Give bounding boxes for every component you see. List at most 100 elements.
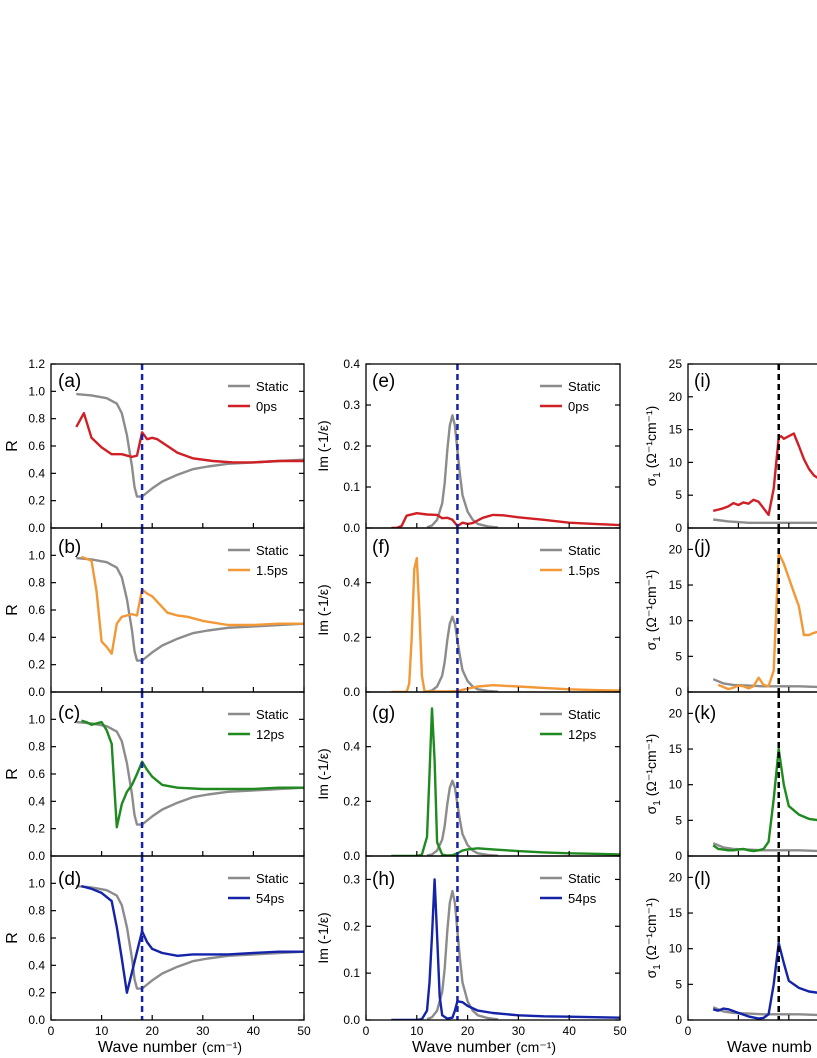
panel-a: (a) 0.0 0.2 0.4 0.6 0.8 1.0 1.2 Static 0ps R [4,357,305,535]
y-tick-label: 20 [669,870,683,884]
y-tick-label: 0.0 [343,685,360,699]
y-tick-label: 0.6 [28,767,45,781]
panel-l: (l) 05101520040σ1 (Ω⁻¹cm⁻¹) [643,855,817,1038]
y-tick-label: 0.0 [343,1013,360,1027]
plot-area [712,528,817,692]
y-tick-label: 0.2 [343,630,360,644]
y-axis-label: R [4,604,21,616]
y-tick-label: 0 [675,685,682,699]
series-line-0ps [712,432,817,517]
panel-j: (j) 0 5 10 15 20 σ1 (Ω⁻¹cm⁻¹) [643,527,817,699]
y-tick-label: 0.8 [28,576,45,590]
y-tick-label: 5 [675,977,682,991]
y-axis-label: σ1 (Ω⁻¹cm⁻¹) [643,898,663,979]
series-line-12ps [391,707,620,856]
y-tick-label: 0.4 [343,576,360,590]
y-tick-label: 0.0 [343,521,360,535]
panel-label: (d) [58,869,81,890]
y-axis-label: Im (-1/ε) [315,748,331,799]
panel-label: (a) [58,371,81,392]
x-tick-label: 40 [247,1024,261,1038]
y-tick-label: 0.4 [28,466,45,480]
y-axis-label: Im (-1/ε) [315,912,331,963]
panel-label: (h) [372,869,395,890]
y-tick-label: 0.0 [28,849,45,863]
legend-label: 54ps [568,891,597,906]
y-axis-label: R [4,440,21,452]
legend-label: 0ps [256,399,277,414]
y-tick-label: 0.2 [28,658,45,672]
panel-label: (c) [58,703,80,724]
y-tick-label: 20 [669,542,683,556]
panel-label: (j) [694,537,711,558]
y-tick-label: 1.0 [28,384,45,398]
y-tick-label: 0 [675,521,682,535]
y-axis-label: Im (-1/ε) [315,584,331,635]
panel-label: (b) [58,537,81,558]
series-line-static [426,615,499,692]
y-tick-label: 0 [675,1013,682,1027]
y-tick-label: 0.6 [28,931,45,945]
y-tick-label: 5 [675,813,682,827]
y-axis-label: σ1 (Ω⁻¹cm⁻¹) [643,406,663,487]
y-axis-label: R [4,932,21,944]
series-line-static [76,720,304,826]
y-tick-label: 0.3 [343,398,360,412]
y-tick-label: 0.4 [28,630,45,644]
legend-label: 1.5ps [256,563,288,578]
series-line-static [76,556,304,662]
y-tick-label: 0.6 [28,439,45,453]
y-tick-label: 0.0 [343,849,360,863]
y-tick-label: 0.1 [343,480,360,494]
panel-label: (e) [372,371,395,392]
y-tick-label: 15 [669,578,683,592]
y-tick-label: 0.4 [343,357,360,371]
y-tick-label: 20 [669,390,683,404]
y-tick-label: 0.2 [343,919,360,933]
x-axis-label-col3: Wave numb [727,1039,812,1056]
legend-label: 12ps [256,727,285,742]
series-line-static [76,392,304,498]
y-tick-label: 0.4 [28,794,45,808]
panel-g: (g) 0.0 0.2 0.4 Static 12ps Im (-1/ε) [315,691,621,863]
x-axis-label-col1: Wave number (cm⁻¹) [98,1039,242,1056]
y-axis-label: σ1 (Ω⁻¹cm⁻¹) [643,570,663,651]
y-tick-label: 0.1 [343,966,360,980]
plot-area [76,528,304,692]
panel-label: (f) [372,537,390,558]
plot-area [712,364,817,528]
panel-h: (h) 0.0 0.1 0.2 0.3 0 10 20 30 40 50 Static 54ps Im … [315,855,627,1038]
x-tick-label: 10 [95,1024,109,1038]
y-tick-label: 1.0 [28,712,45,726]
plot-area [712,692,817,856]
x-tick-label: 50 [297,1024,311,1038]
x-tick-label: 0 [685,1024,692,1038]
y-tick-label: 1.0 [28,876,45,890]
legend-label: Static [256,707,289,722]
y-tick-label: 1.2 [28,357,45,371]
legend-label: 54ps [256,891,285,906]
y-axis-label: R [4,768,21,780]
y-tick-label: 10 [669,614,683,628]
plot-area [391,692,620,856]
panel-f: (f) 0.0 0.2 0.4 Static 1.5ps Im (-1/ε) [315,527,621,699]
panel-label: (l) [694,869,711,890]
x-tick-label: 40 [563,1024,577,1038]
panel-label: (i) [694,371,711,392]
y-tick-label: 0.8 [28,904,45,918]
legend-label: Static [568,707,601,722]
series-line-1_5ps [391,556,620,692]
panel-b: (b) 0.0 0.2 0.4 0.6 0.8 1.0 Static 1.5ps R [4,527,305,699]
legend-label: Static [568,543,601,558]
y-tick-label: 0.0 [28,521,45,535]
y-tick-label: 0.6 [28,603,45,617]
series-line-54ps [391,878,620,1020]
series-line-12ps [712,747,817,853]
y-tick-label: 10 [669,942,683,956]
series-line-0ps [391,512,620,528]
panel-d: (d) 0.0 0.2 0.4 0.6 0.8 1.0 0 10 20 30 40 50 Static 5… [4,855,311,1038]
y-tick-label: 15 [669,742,683,756]
series-line-static [712,678,817,689]
x-tick-label: 20 [461,1024,475,1038]
